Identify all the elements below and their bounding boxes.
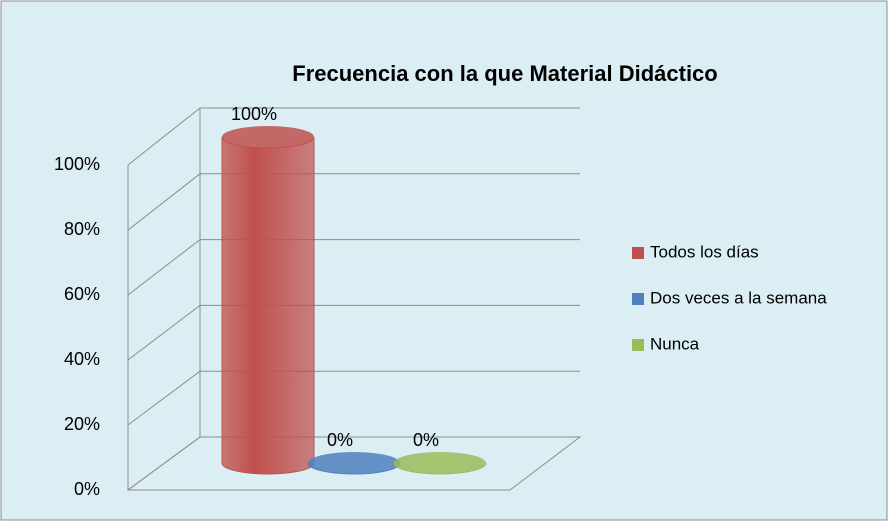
grid-line xyxy=(127,173,580,231)
cylinder-top xyxy=(308,452,400,474)
y-tick-label: 40% xyxy=(64,349,100,369)
legend-label: Dos veces a la semana xyxy=(650,288,827,307)
legend-label: Todos los días xyxy=(650,242,759,261)
grid-line xyxy=(127,436,580,491)
legend-swatch xyxy=(632,247,644,259)
grid-line xyxy=(127,107,580,166)
y-tick-label: 100% xyxy=(54,154,100,174)
value-label: 0% xyxy=(327,430,353,450)
grid-line xyxy=(127,304,580,361)
bar xyxy=(221,136,315,475)
y-tick-label: 60% xyxy=(64,284,100,304)
y-tick-label: 20% xyxy=(64,414,100,434)
y-tick-label: 0% xyxy=(74,479,100,499)
cylinder-top xyxy=(394,452,486,474)
legend-swatch xyxy=(632,293,644,305)
chart-title: Frecuencia con la que Material Didáctico xyxy=(292,61,717,86)
cylinder-top xyxy=(222,126,314,148)
legend-label: Nunca xyxy=(650,334,700,353)
value-label: 100% xyxy=(231,104,277,124)
grid-line xyxy=(127,370,580,426)
y-tick-label: 80% xyxy=(64,219,100,239)
legend-swatch xyxy=(632,339,644,351)
value-label: 0% xyxy=(413,430,439,450)
grid-line xyxy=(127,239,580,296)
